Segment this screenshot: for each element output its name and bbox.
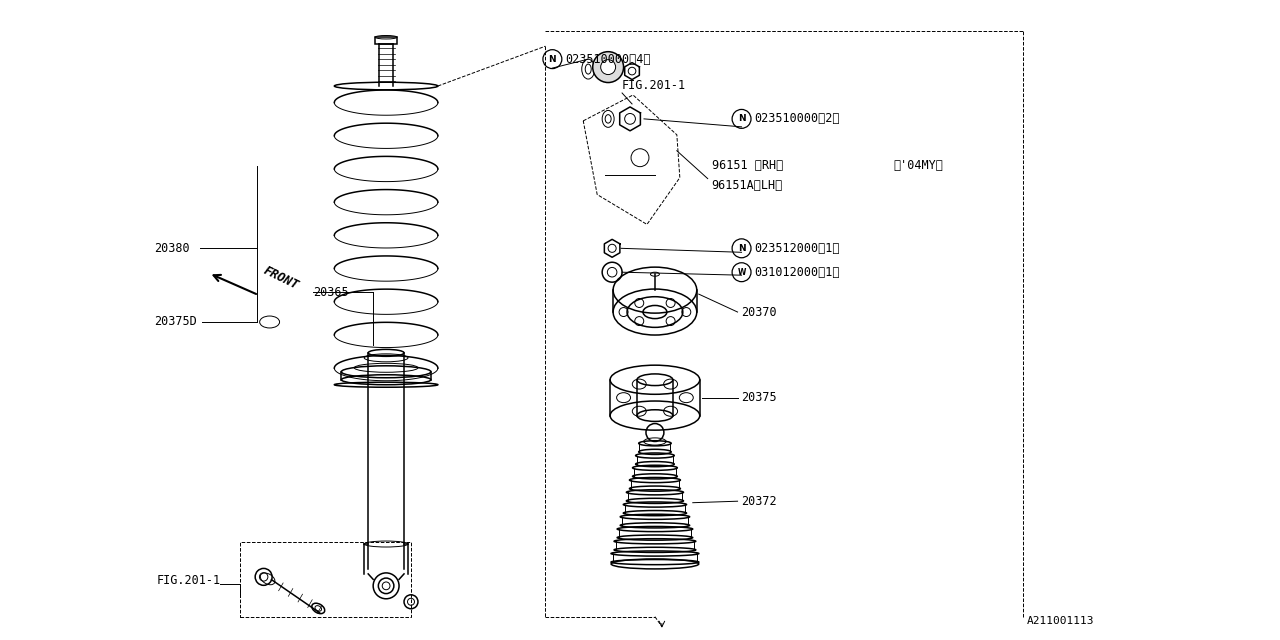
Circle shape xyxy=(732,263,751,282)
Circle shape xyxy=(543,50,562,68)
Text: N: N xyxy=(549,54,557,63)
Text: 20380: 20380 xyxy=(154,242,189,255)
Text: 20375D: 20375D xyxy=(154,316,197,328)
Text: 20370: 20370 xyxy=(741,305,777,319)
Text: 96151 〈RH〉: 96151 〈RH〉 xyxy=(712,159,783,172)
Text: W: W xyxy=(737,268,746,276)
Text: FIG.201-1: FIG.201-1 xyxy=(622,79,686,92)
Text: 20375: 20375 xyxy=(741,391,777,404)
Text: 96151A〈LH〉: 96151A〈LH〉 xyxy=(712,179,783,191)
Text: 20372: 20372 xyxy=(741,495,777,508)
Text: A211001113: A211001113 xyxy=(1027,616,1094,626)
Text: N: N xyxy=(737,115,745,124)
Text: 023510000（2）: 023510000（2） xyxy=(754,113,840,125)
Text: FIG.201-1: FIG.201-1 xyxy=(157,574,221,587)
Text: N: N xyxy=(737,244,745,253)
Text: －'04MY〉: －'04MY〉 xyxy=(893,159,943,172)
Circle shape xyxy=(732,239,751,258)
Bar xyxy=(375,37,397,44)
Text: 023512000（1）: 023512000（1） xyxy=(754,242,840,255)
Circle shape xyxy=(600,60,616,75)
Circle shape xyxy=(732,109,751,129)
Text: 20365: 20365 xyxy=(314,285,349,299)
Circle shape xyxy=(593,52,623,83)
Text: 031012000（1）: 031012000（1） xyxy=(754,266,840,278)
Text: FRONT: FRONT xyxy=(261,264,301,292)
Text: 023510000（4）: 023510000（4） xyxy=(566,52,650,66)
